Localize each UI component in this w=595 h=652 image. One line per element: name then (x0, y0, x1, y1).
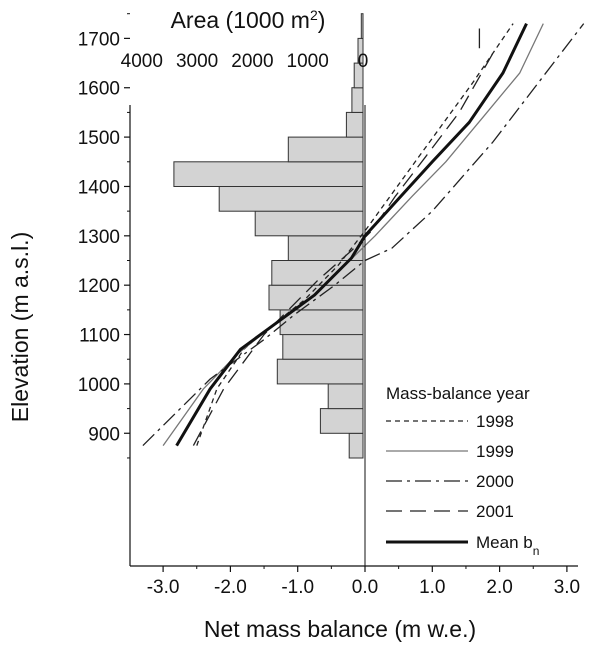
area-bar-1400 (173, 161, 364, 188)
area-bar-1450 (287, 136, 364, 163)
area-bar-1300 (254, 210, 364, 237)
legend-label: 2001 (476, 502, 514, 521)
area-bar-950 (327, 383, 364, 410)
y-tick-label: 1700 (78, 29, 120, 50)
top-axis-title-superscript: 2 (310, 7, 318, 23)
y-tick-label: 1500 (78, 128, 120, 149)
series-line-mean-b (175, 22, 528, 447)
top-tick-label: 0 (358, 51, 369, 72)
top-axis-title: Area (1000 m2) (171, 7, 326, 33)
x-tick-label: 1.0 (419, 577, 445, 598)
x-tick-label: -3.0 (147, 577, 180, 598)
area-bar-1250 (287, 235, 364, 262)
x-tick-label: 2.0 (486, 577, 512, 598)
area-bar-1550 (351, 87, 364, 113)
series-lines (142, 22, 585, 447)
top-axis-title-main: Area (1000 m (171, 7, 310, 33)
legend: Mass-balance year 1998 1999 2000 2001 Mean bn (386, 384, 539, 558)
y-axis-title: Elevation (m a.s.l.) (7, 232, 33, 422)
area-histogram (173, 13, 364, 459)
legend-label: Mean bn (476, 533, 539, 558)
area-bar-1050 (282, 334, 364, 360)
y-tick-label: 1200 (78, 276, 120, 297)
area-bar-1700 (360, 13, 364, 39)
y-tick-label: 1300 (78, 227, 120, 248)
series-line-2000 (142, 23, 585, 447)
series-line-1998 (196, 23, 514, 446)
area-bar-1650 (357, 37, 364, 64)
legend-label: 1998 (476, 412, 514, 431)
top-tick-label: 4000 (121, 51, 163, 72)
y-tick-label: 1000 (78, 375, 120, 396)
area-bar-1350 (218, 186, 364, 212)
top-tick-label: 3000 (176, 51, 218, 72)
area-bar-1150 (268, 284, 364, 311)
top-axis-title-end: ) (318, 7, 326, 33)
y-tick-label: 1400 (78, 177, 120, 198)
x-axis-title: Net mass balance (m w.e.) (204, 616, 476, 642)
top-tick-label: 2000 (231, 51, 273, 72)
legend-title: Mass-balance year (386, 384, 530, 403)
area-bar-900 (319, 408, 364, 434)
x-tick-label: 0.0 (352, 577, 378, 598)
area-bar-1100 (279, 309, 364, 336)
area-bar-1000 (276, 358, 364, 385)
axes: 900 1000 1100 1200 1300 1400 1500 1600 1700 -3.0 -… (78, 13, 580, 598)
legend-label: 1999 (476, 442, 514, 461)
x-tick-label: -1.0 (281, 577, 314, 598)
area-bar-1500 (345, 111, 364, 138)
y-tick-label: 900 (88, 424, 120, 445)
y-tick-label: 1100 (79, 326, 120, 347)
legend-label: 2000 (476, 472, 514, 491)
top-tick-label: 1000 (287, 51, 329, 72)
x-tick-label: -2.0 (214, 577, 247, 598)
x-tick-label: 3.0 (554, 577, 580, 598)
area-bar-850 (348, 432, 364, 459)
y-tick-label: 1600 (78, 79, 120, 100)
